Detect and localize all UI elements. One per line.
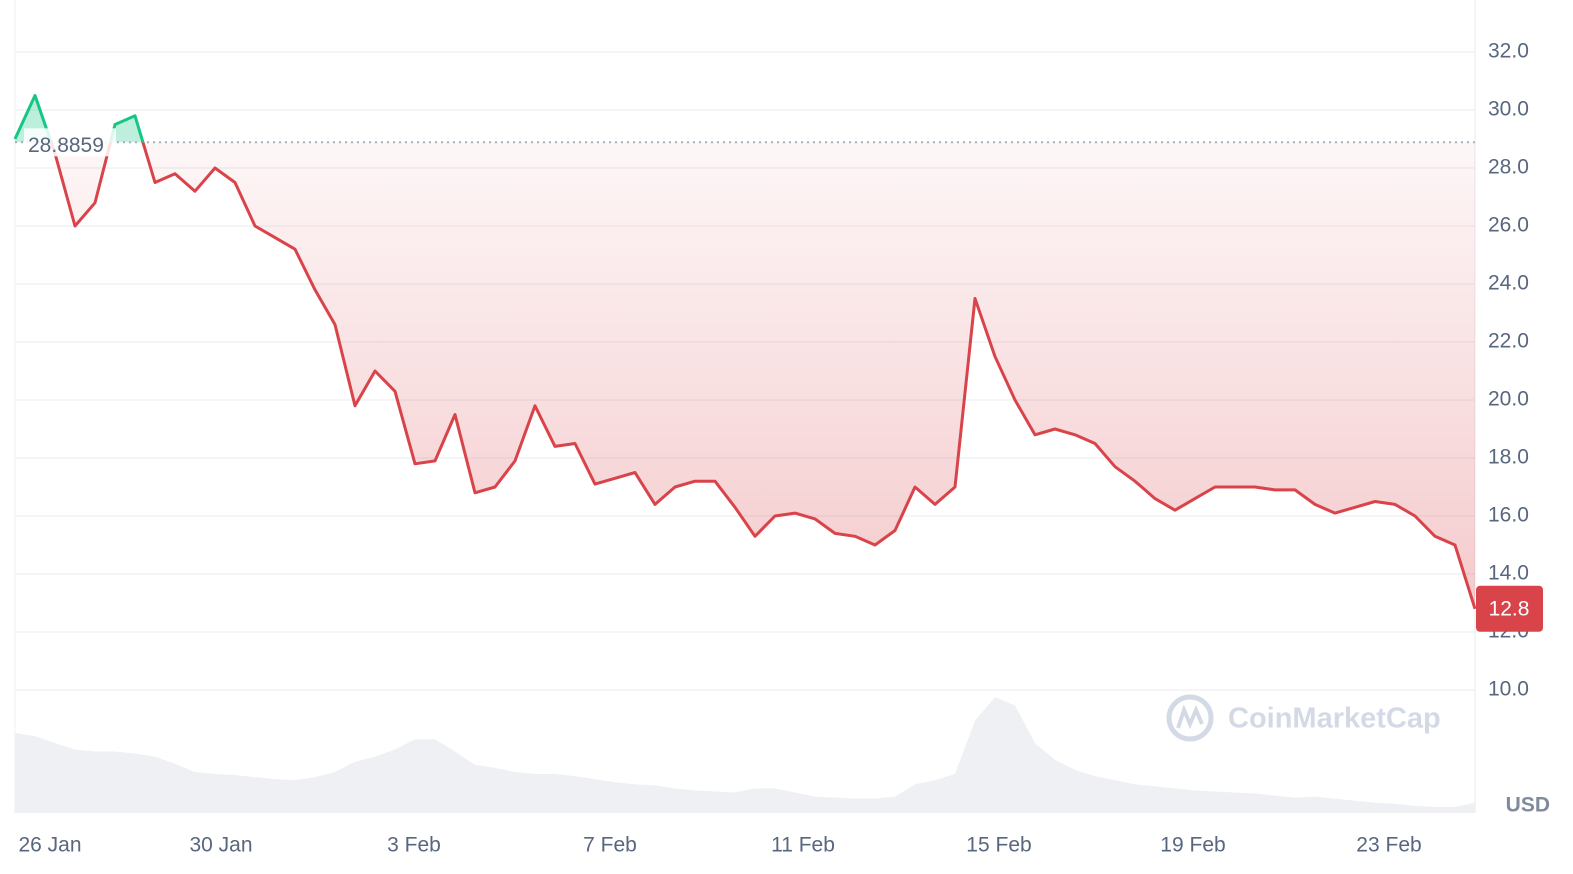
y-tick-label: 24.0 bbox=[1488, 272, 1529, 295]
x-tick-label: 7 Feb bbox=[583, 834, 637, 857]
y-tick-label: 26.0 bbox=[1488, 214, 1529, 237]
x-tick-label: 23 Feb bbox=[1356, 834, 1421, 857]
x-tick-label: 30 Jan bbox=[189, 834, 252, 857]
y-tick-label: 14.0 bbox=[1488, 562, 1529, 585]
y-tick-label: 20.0 bbox=[1488, 388, 1529, 411]
y-tick-label: 10.0 bbox=[1488, 678, 1529, 701]
y-tick-label: 32.0 bbox=[1488, 40, 1529, 63]
x-tick-label: 3 Feb bbox=[387, 834, 441, 857]
last-price-label: 12.8 bbox=[1489, 597, 1530, 620]
x-tick-label: 19 Feb bbox=[1160, 834, 1225, 857]
last-price-badge bbox=[1476, 585, 1543, 632]
baseline-label: 28.8859 bbox=[28, 134, 104, 157]
price-line-down bbox=[49, 142, 1477, 610]
x-tick-label: 15 Feb bbox=[966, 834, 1031, 857]
y-tick-label: 22.0 bbox=[1488, 330, 1529, 353]
watermark-text: CoinMarketCap bbox=[1228, 703, 1441, 735]
area-below bbox=[15, 142, 1475, 609]
y-tick-label: 16.0 bbox=[1488, 504, 1529, 527]
y-tick-label: 18.0 bbox=[1488, 446, 1529, 469]
x-tick-label: 26 Jan bbox=[18, 834, 81, 857]
currency-label: USD bbox=[1506, 794, 1550, 817]
watermark: CoinMarketCap bbox=[1166, 694, 1441, 742]
y-tick-label: 28.0 bbox=[1488, 156, 1529, 179]
volume-area bbox=[15, 697, 1475, 813]
y-tick-label: 30.0 bbox=[1488, 98, 1529, 121]
x-tick-label: 11 Feb bbox=[771, 834, 835, 857]
baseline-label-bg bbox=[24, 128, 116, 157]
